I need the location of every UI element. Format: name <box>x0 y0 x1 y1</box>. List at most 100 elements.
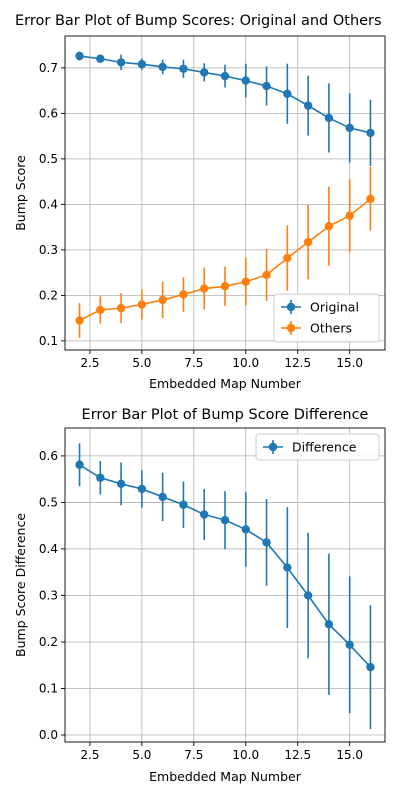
chart-2-legend: Difference <box>255 433 380 461</box>
x-tick-label: 7.5 <box>184 356 203 370</box>
legend-item: Difference <box>263 440 357 455</box>
data-point <box>96 54 105 63</box>
data-point <box>283 253 292 263</box>
chart-1-series <box>75 51 375 338</box>
data-point <box>262 270 271 280</box>
data-point <box>366 128 375 138</box>
x-tick-label: 10.0 <box>232 356 259 370</box>
legend-label: Others <box>310 321 352 336</box>
data-point <box>283 563 292 572</box>
data-point <box>241 525 250 534</box>
x-tick-label: 12.5 <box>284 748 311 762</box>
data-point <box>158 492 167 502</box>
legend-label: Original <box>310 300 359 315</box>
y-tick-label: 0.3 <box>39 243 58 257</box>
data-point <box>75 460 84 469</box>
data-point <box>137 484 147 494</box>
chart-1-ylabel: Bump Score <box>13 155 28 231</box>
chart-2-series <box>75 443 375 729</box>
x-tick-label: 5.0 <box>132 356 151 370</box>
data-point <box>200 284 209 293</box>
y-tick-label: 0.7 <box>39 61 58 75</box>
x-tick-label: 5.0 <box>132 748 151 762</box>
data-point <box>262 538 271 547</box>
data-point <box>116 58 126 67</box>
data-point <box>75 316 84 325</box>
x-tick-label: 7.5 <box>184 748 203 762</box>
data-point <box>158 295 167 305</box>
legend-marker-swatch <box>286 302 296 312</box>
y-tick-label: 0.1 <box>39 334 58 348</box>
data-point <box>96 473 105 482</box>
y-tick-label: 0.1 <box>39 682 58 696</box>
data-point <box>283 89 292 98</box>
data-point <box>366 194 375 204</box>
data-point <box>96 305 105 315</box>
data-point <box>137 60 147 69</box>
data-point <box>220 71 230 81</box>
x-tick-label: 2.5 <box>80 748 99 762</box>
legend-item: Original <box>281 300 359 315</box>
chart-1-title: Error Bar Plot of Bump Scores: Original … <box>15 13 382 29</box>
legend-item: Others <box>281 321 352 336</box>
y-tick-label: 0.2 <box>39 635 58 649</box>
y-tick-label: 0.3 <box>39 588 58 602</box>
series-original <box>75 51 375 167</box>
data-point <box>324 113 334 123</box>
data-point <box>303 591 313 600</box>
chart-2-title: Error Bar Plot of Bump Score Difference <box>82 407 369 423</box>
chart-2-xlabel: Embedded Map Number <box>149 769 302 784</box>
data-point <box>220 282 230 291</box>
y-tick-label: 0.4 <box>39 542 58 556</box>
x-tick-label: 12.5 <box>284 356 311 370</box>
data-point <box>200 68 209 77</box>
chart-1-plot-frame <box>64 35 386 351</box>
data-point <box>179 290 188 299</box>
data-point <box>303 101 313 110</box>
data-point <box>137 300 147 309</box>
chart-2-plot-frame <box>64 427 386 743</box>
data-point <box>345 123 354 133</box>
x-tick-label: 10.0 <box>232 748 259 762</box>
x-tick-label: 15.0 <box>336 748 363 762</box>
data-point <box>241 277 250 286</box>
data-point <box>324 222 334 231</box>
x-tick-label: 2.5 <box>80 356 99 370</box>
data-point <box>324 620 334 629</box>
series-difference <box>75 443 375 729</box>
data-point <box>116 303 126 313</box>
data-point <box>75 51 84 61</box>
data-point <box>200 510 209 519</box>
data-point <box>116 479 126 489</box>
legend-box <box>273 293 380 343</box>
y-tick-label: 0.6 <box>39 106 58 120</box>
chart-1-ticks: 2.5 5.0 7.5 10.0 12.5 15.0 0.1 0.2 0.3 0.4 0.5 0.6 0… <box>39 61 363 370</box>
data-point <box>303 237 313 247</box>
data-point <box>262 81 271 91</box>
data-point <box>158 62 167 72</box>
legend-label: Difference <box>292 440 357 455</box>
chart-2-ticks: 2.5 5.0 7.5 10.0 12.5 15.0 0.0 0.1 0.2 0.3 0.4 0.5 0… <box>39 449 363 762</box>
data-point <box>345 640 354 649</box>
legend-box <box>255 433 380 461</box>
data-point <box>179 64 188 73</box>
chart-bump-score-difference: Error Bar Plot of Bump Score Difference … <box>13 407 386 784</box>
series-others <box>75 167 375 338</box>
y-tick-label: 0.4 <box>39 197 58 211</box>
chart-2-grid <box>65 428 385 742</box>
legend-marker-swatch <box>286 323 296 333</box>
y-tick-label: 0.2 <box>39 288 58 302</box>
chart-2-ylabel: Bump Score Difference <box>13 513 28 657</box>
x-tick-label: 15.0 <box>336 356 363 370</box>
data-point <box>366 662 375 672</box>
y-tick-label: 0.0 <box>39 728 58 742</box>
data-point <box>241 76 250 85</box>
y-tick-label: 0.5 <box>39 152 58 166</box>
chart-1-xlabel: Embedded Map Number <box>149 376 302 391</box>
chart-bump-scores: Error Bar Plot of Bump Scores: Original … <box>13 13 386 391</box>
legend-marker-swatch <box>268 442 278 452</box>
chart-1-legend: Original Others <box>273 293 380 343</box>
y-tick-label: 0.6 <box>39 449 58 463</box>
data-point <box>179 500 188 509</box>
